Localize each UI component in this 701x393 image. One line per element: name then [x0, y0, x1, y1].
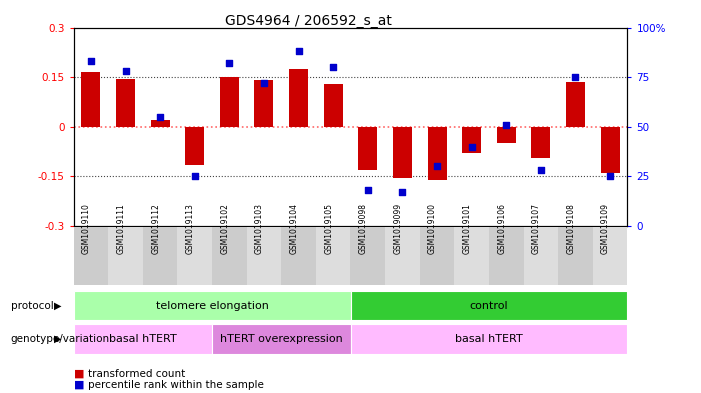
Point [431, 163, 442, 170]
Bar [420, 227, 454, 285]
Text: GSM1019108: GSM1019108 [566, 203, 576, 254]
Text: ■: ■ [74, 369, 84, 379]
Bar [151, 120, 170, 127]
Text: GSM1019100: GSM1019100 [428, 203, 437, 254]
Bar [212, 227, 247, 285]
Point [327, 64, 339, 70]
Point [154, 114, 165, 120]
Point [293, 48, 304, 55]
Point [362, 187, 374, 193]
Bar [324, 84, 343, 127]
Text: GSM1019106: GSM1019106 [497, 203, 506, 254]
Bar [531, 127, 550, 158]
Text: GSM1019098: GSM1019098 [359, 203, 368, 254]
Point [224, 60, 235, 66]
Bar [385, 227, 420, 285]
Point [397, 189, 408, 195]
Bar [558, 227, 593, 285]
Text: transformed count: transformed count [88, 369, 185, 379]
Bar [497, 127, 516, 143]
Bar [566, 82, 585, 127]
Bar [601, 127, 620, 173]
Text: genotype/variation: genotype/variation [11, 334, 109, 344]
Text: GSM1019102: GSM1019102 [220, 203, 229, 254]
Point [86, 58, 97, 64]
Text: GSM1019107: GSM1019107 [532, 203, 541, 254]
Text: GDS4964 / 206592_s_at: GDS4964 / 206592_s_at [225, 14, 392, 28]
Bar [177, 227, 212, 285]
Bar [289, 69, 308, 127]
Text: GSM1019113: GSM1019113 [186, 203, 195, 254]
Bar [350, 291, 627, 320]
Point [259, 80, 270, 86]
Bar [350, 227, 385, 285]
Text: GSM1019104: GSM1019104 [290, 203, 299, 254]
Bar [212, 324, 350, 354]
Text: percentile rank within the sample: percentile rank within the sample [88, 380, 264, 390]
Bar [358, 127, 377, 170]
Text: GSM1019101: GSM1019101 [463, 203, 472, 254]
Text: telomere elongation: telomere elongation [156, 301, 268, 310]
Point [501, 121, 512, 128]
Text: GSM1019099: GSM1019099 [393, 203, 402, 254]
Bar [489, 227, 524, 285]
Bar [143, 227, 177, 285]
Text: ■: ■ [74, 380, 84, 390]
Bar [428, 127, 447, 180]
Bar [74, 324, 212, 354]
Bar [74, 291, 351, 320]
Bar [247, 227, 281, 285]
Text: basal hTERT: basal hTERT [455, 334, 523, 344]
Bar [462, 127, 481, 153]
Bar [74, 227, 108, 285]
Bar [220, 77, 239, 127]
Text: basal hTERT: basal hTERT [109, 334, 177, 344]
Bar [524, 227, 558, 285]
Text: GSM1019109: GSM1019109 [601, 203, 610, 254]
Bar [454, 227, 489, 285]
Text: protocol: protocol [11, 301, 53, 310]
Point [570, 74, 581, 80]
Bar [350, 324, 627, 354]
Bar [81, 72, 100, 127]
Bar [593, 227, 627, 285]
Text: GSM1019103: GSM1019103 [255, 203, 264, 254]
Bar [316, 227, 350, 285]
Text: ▶: ▶ [54, 301, 62, 310]
Bar [254, 81, 273, 127]
Bar [393, 127, 412, 178]
Text: control: control [470, 301, 508, 310]
Bar [281, 227, 316, 285]
Bar [185, 127, 204, 165]
Text: GSM1019110: GSM1019110 [82, 203, 91, 254]
Point [536, 167, 547, 174]
Text: GSM1019111: GSM1019111 [116, 203, 125, 254]
Point [120, 68, 131, 74]
Text: ▶: ▶ [54, 334, 62, 344]
Text: hTERT overexpression: hTERT overexpression [220, 334, 343, 344]
Point [189, 173, 200, 180]
Bar [108, 227, 143, 285]
Point [466, 143, 477, 150]
Text: GSM1019112: GSM1019112 [151, 203, 160, 254]
Bar [116, 79, 135, 127]
Point [604, 173, 615, 180]
Text: GSM1019105: GSM1019105 [324, 203, 333, 254]
